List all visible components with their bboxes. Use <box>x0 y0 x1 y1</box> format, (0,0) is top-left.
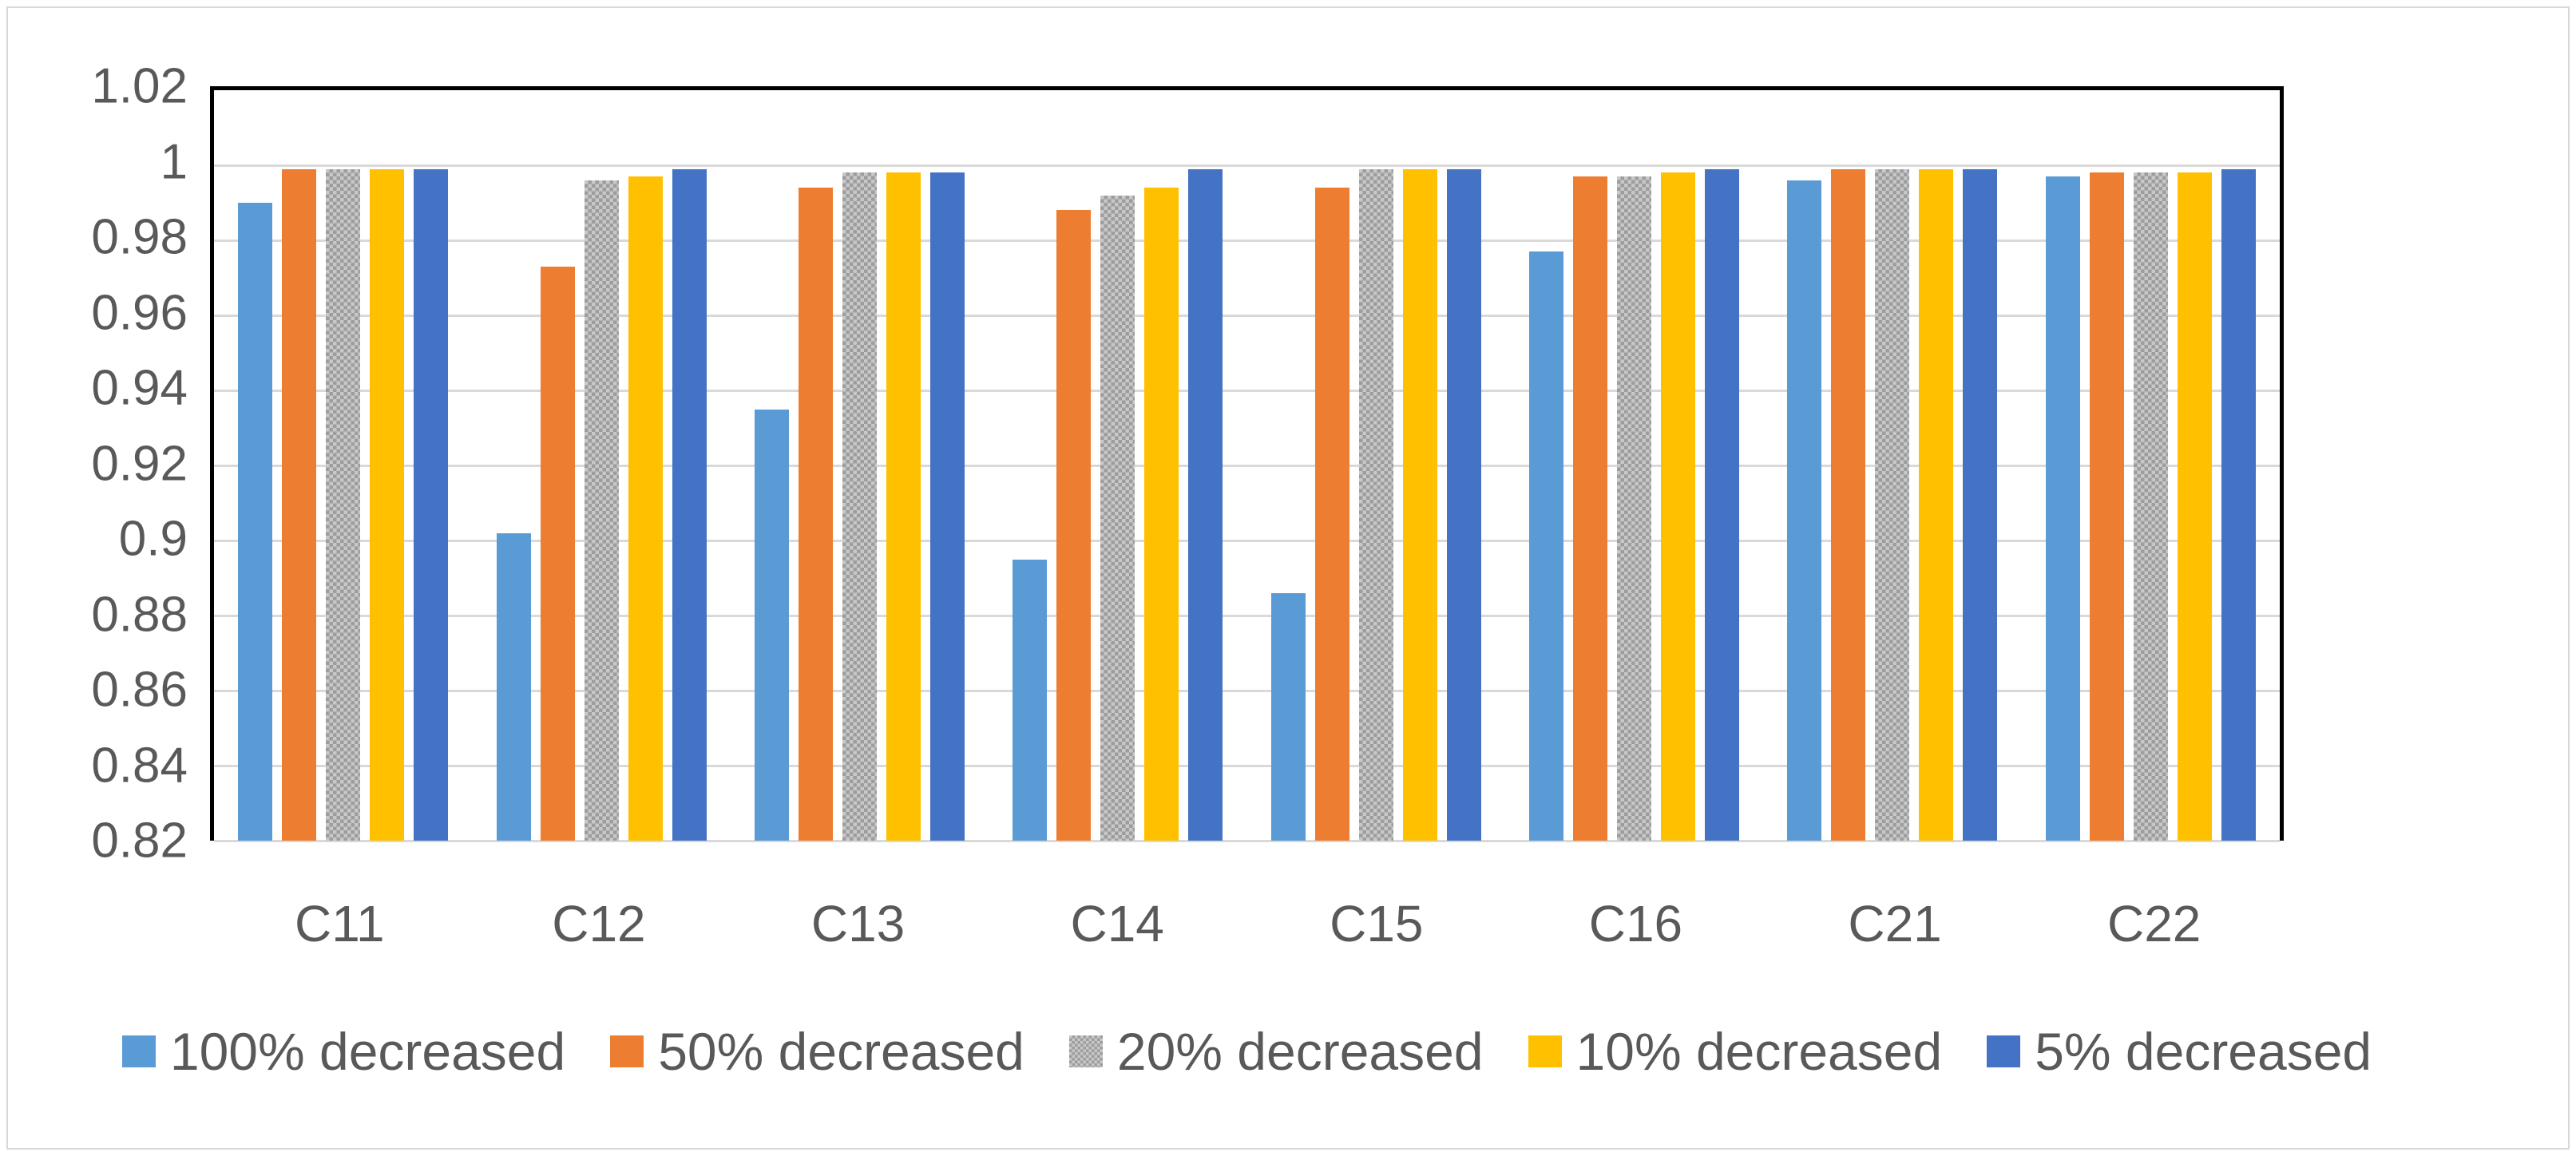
gridline <box>214 390 2280 392</box>
bar-c14-100-decreased <box>1013 559 1048 841</box>
bar-groups <box>214 90 2280 841</box>
bar-c15-5-decreased <box>1446 168 1481 841</box>
bar-c15-10-decreased <box>1402 168 1437 841</box>
legend-marker-icon <box>121 1035 156 1067</box>
bar-c16-50-decreased <box>1573 176 1608 841</box>
y-tick-label: 0.98 <box>91 209 188 265</box>
y-tick-label: 1 <box>160 134 188 189</box>
bar-c22-50-decreased <box>2089 172 2124 841</box>
bar-c14-50-decreased <box>1056 210 1092 841</box>
bar-c14-20-decreased <box>1100 195 1135 841</box>
y-axis: 1.02 1 0.98 0.96 0.94 0.92 0.9 0.88 0.86 0.84 0.82 <box>0 59 188 869</box>
bar-c11-10-decreased <box>370 168 405 841</box>
x-axis-label-c16: C16 <box>1588 895 1683 952</box>
bar-c11-100-decreased <box>238 203 273 841</box>
bar-c13-20-decreased <box>842 172 877 841</box>
legend-label: 20% decreased <box>1116 1022 1484 1081</box>
legend-marker-icon <box>1987 1035 2021 1067</box>
gridline <box>214 690 2280 692</box>
legend-item-50-decreased: 50% decreased <box>610 1021 1024 1082</box>
gridline <box>214 465 2280 467</box>
gridline <box>214 315 2280 317</box>
legend-item-10-decreased: 10% decreased <box>1528 1021 1943 1082</box>
legend-label: 50% decreased <box>658 1022 1024 1081</box>
bar-c22-20-decreased <box>2133 172 2168 841</box>
bar-c16-20-decreased <box>1617 176 1652 841</box>
y-tick-label: 0.9 <box>118 511 188 567</box>
bar-c15-100-decreased <box>1270 592 1306 841</box>
bar-group-c13 <box>731 90 989 841</box>
bar-c21-5-decreased <box>1963 168 1998 841</box>
x-axis-label-c12: C12 <box>552 895 646 952</box>
y-tick-label: 0.86 <box>91 662 188 718</box>
y-tick-label: 0.96 <box>91 285 188 340</box>
bar-c12-5-decreased <box>672 168 707 841</box>
bar-c12-20-decreased <box>584 180 619 841</box>
bar-c22-10-decreased <box>2177 172 2212 841</box>
bar-c11-50-decreased <box>282 168 317 841</box>
gridline <box>214 840 2280 842</box>
bar-c16-10-decreased <box>1661 172 1696 841</box>
bar-group-c11 <box>214 90 472 841</box>
bar-group-c15 <box>1247 90 1505 841</box>
bar-c15-50-decreased <box>1314 188 1349 841</box>
bar-c11-5-decreased <box>414 168 449 841</box>
bar-group-c16 <box>1505 90 1763 841</box>
y-tick-label: 0.82 <box>91 813 188 869</box>
bar-c21-20-decreased <box>1875 168 1910 841</box>
x-axis-label-c21: C21 <box>1848 895 1942 952</box>
x-axis-label-c13: C13 <box>810 895 906 952</box>
bar-c13-10-decreased <box>886 172 921 841</box>
bar-c15-20-decreased <box>1358 168 1393 841</box>
bar-group-c14 <box>989 90 1246 841</box>
legend-label: 5% decreased <box>2035 1022 2372 1081</box>
bar-c14-10-decreased <box>1144 188 1179 841</box>
x-axis-label-c15: C15 <box>1330 895 1424 952</box>
legend: 100% decreased 50% decreased 20% decreased… <box>121 1015 2372 1087</box>
legend-item-20-decreased: 20% decreased <box>1068 1021 1484 1082</box>
x-axis-label-c11: C11 <box>294 895 385 952</box>
bar-c21-100-decreased <box>1787 180 1822 841</box>
plot-area <box>210 86 2284 842</box>
bar-group-c22 <box>2022 90 2280 841</box>
bar-c13-50-decreased <box>798 188 833 841</box>
bar-c11-20-decreased <box>326 168 361 841</box>
gridline <box>214 540 2280 542</box>
bar-c14-5-decreased <box>1188 168 1223 841</box>
legend-marker-icon <box>1068 1035 1103 1067</box>
x-axis: C11 C12 C13 C14 C15 C16 C21 C22 <box>210 888 2284 960</box>
bar-c16-5-decreased <box>1705 168 1740 841</box>
legend-marker-icon <box>610 1035 644 1067</box>
legend-item-100-decreased: 100% decreased <box>121 1021 566 1082</box>
bar-c16-100-decreased <box>1529 251 1564 841</box>
bar-group-c21 <box>1763 90 2021 841</box>
y-tick-label: 0.94 <box>91 360 188 416</box>
legend-item-5-decreased: 5% decreased <box>1987 1021 2372 1082</box>
gridline <box>214 765 2280 767</box>
bar-group-c12 <box>472 90 730 841</box>
gridline <box>214 240 2280 242</box>
bar-c22-5-decreased <box>2221 168 2256 841</box>
y-tick-label: 0.92 <box>91 436 188 491</box>
gridline <box>214 164 2280 167</box>
y-tick-label: 1.02 <box>91 58 188 114</box>
y-tick-label: 0.84 <box>91 738 188 793</box>
bar-c13-100-decreased <box>754 409 789 841</box>
bar-c13-5-decreased <box>929 172 965 841</box>
legend-marker-icon <box>1528 1035 1562 1067</box>
y-tick-label: 0.88 <box>91 587 188 642</box>
bar-c21-10-decreased <box>1919 168 1954 841</box>
bar-c12-100-decreased <box>496 532 531 841</box>
x-axis-label-c14: C14 <box>1070 895 1164 952</box>
bar-c12-10-decreased <box>628 176 663 841</box>
bar-c21-50-decreased <box>1831 168 1866 841</box>
legend-label: 100% decreased <box>169 1022 566 1081</box>
x-axis-label-c22: C22 <box>2106 895 2201 952</box>
bar-c22-100-decreased <box>2045 176 2080 841</box>
bar-c12-50-decreased <box>540 266 575 841</box>
gridline <box>214 615 2280 617</box>
legend-label: 10% decreased <box>1575 1022 1943 1081</box>
